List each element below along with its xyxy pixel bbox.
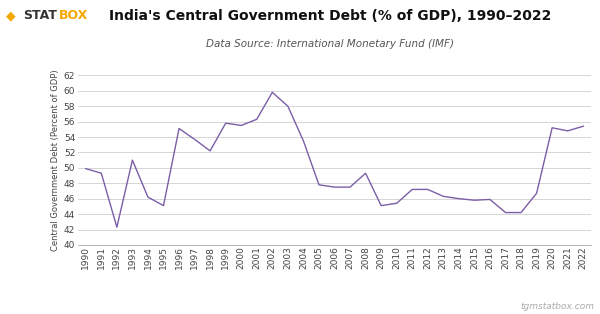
Text: ◆: ◆ <box>6 9 16 22</box>
Text: STAT: STAT <box>23 9 56 22</box>
Text: tgmstatbox.com: tgmstatbox.com <box>520 302 594 311</box>
Text: Data Source: International Monetary Fund (IMF): Data Source: International Monetary Fund… <box>206 39 454 49</box>
Y-axis label: Central Government Debt (Percent of GDP): Central Government Debt (Percent of GDP) <box>50 69 59 251</box>
Text: BOX: BOX <box>59 9 88 22</box>
Text: India's Central Government Debt (% of GDP), 1990–2022: India's Central Government Debt (% of GD… <box>109 9 551 24</box>
